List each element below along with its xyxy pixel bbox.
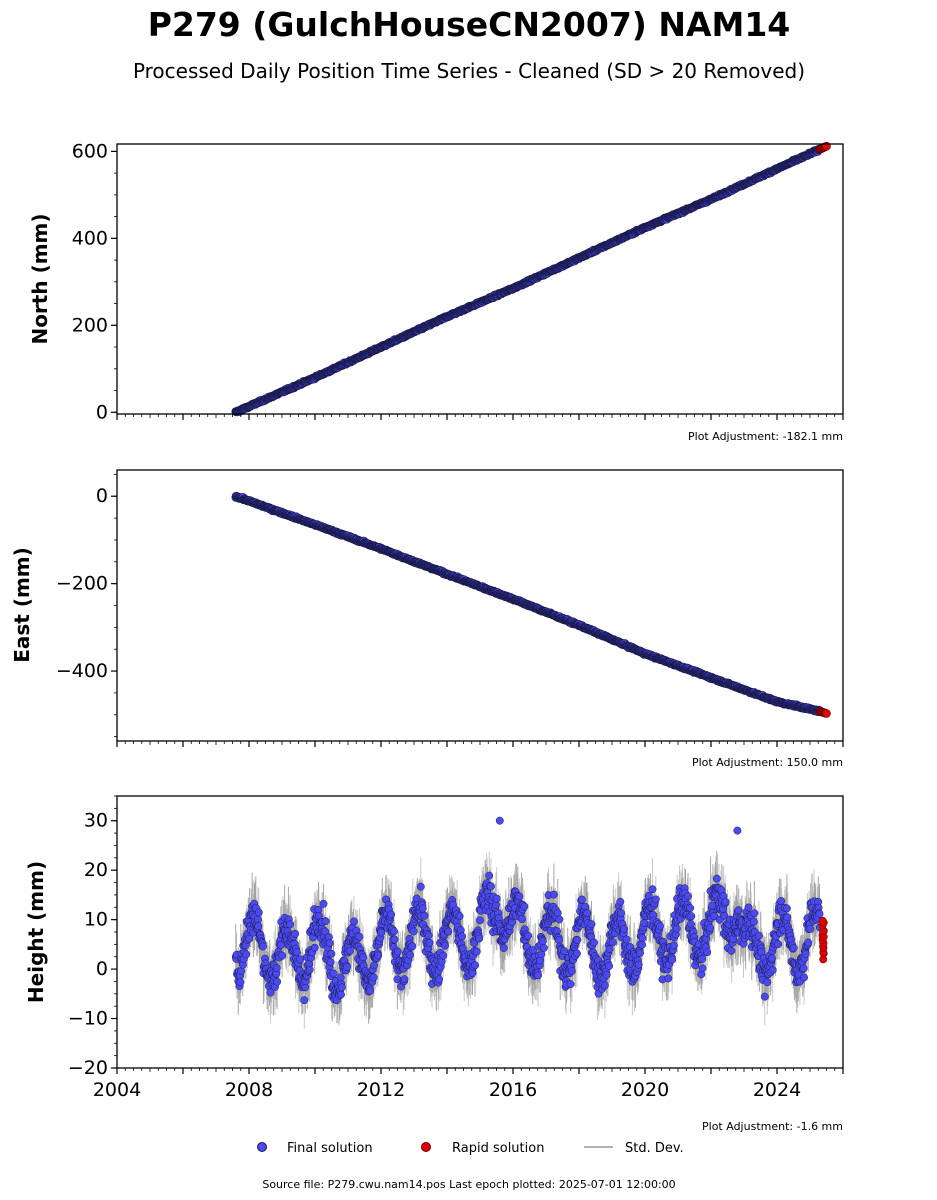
final-point (400, 975, 409, 984)
final-point (319, 899, 328, 908)
final-point (471, 961, 479, 970)
final-point (258, 942, 267, 951)
final-point (444, 927, 453, 936)
final-point (424, 931, 433, 940)
plot-adjustment: Plot Adjustment: 150.0 mm (692, 756, 843, 769)
final-point (237, 967, 246, 976)
final-point (387, 910, 396, 919)
final-point (355, 932, 364, 941)
final-point (441, 941, 449, 950)
y-tick-label: 0 (96, 401, 108, 423)
final-point (435, 975, 444, 984)
y-tick-label: 0 (96, 485, 108, 507)
final-point (520, 902, 529, 911)
final-point (325, 939, 334, 948)
final-point (524, 931, 533, 940)
final-point (393, 947, 402, 956)
panel-north: 0 200 400 600 North (mm) Plot Adjustment: -… (28, 140, 844, 443)
final-point (485, 871, 494, 880)
y-tick-label: 400 (72, 227, 108, 249)
final-point (321, 917, 330, 926)
plot-adjustment: Plot Adjustment: -182.1 mm (688, 430, 843, 443)
final-point (296, 955, 305, 964)
final-point (534, 971, 543, 980)
final-point (350, 917, 358, 926)
final-point (336, 973, 345, 982)
final-point (486, 882, 495, 891)
final-point (337, 990, 345, 999)
data-points (231, 491, 831, 718)
final-point (286, 920, 295, 929)
final-point (420, 911, 429, 920)
final-point (242, 950, 251, 959)
final-point (273, 977, 282, 986)
final-point (310, 943, 319, 952)
axis-ticks: 0 200 400 600 (72, 140, 844, 423)
final-point (499, 944, 508, 952)
panel-east: 0 −200 −400 East (mm) Plot Adjustment: 150… (10, 469, 844, 769)
final-point (253, 915, 262, 924)
final-point (359, 953, 368, 962)
final-point (405, 950, 414, 959)
y-axis-label: East (mm) (10, 547, 34, 663)
final-point (390, 935, 399, 944)
final-point (492, 894, 501, 903)
final-point (272, 963, 281, 972)
final-point (377, 928, 386, 937)
final-point (254, 908, 263, 917)
final-point (291, 929, 300, 938)
y-tick-label: 600 (72, 140, 108, 162)
final-point (538, 937, 547, 946)
final-point (418, 904, 427, 913)
data-points (231, 141, 831, 417)
final-point (366, 986, 375, 995)
final-point (254, 922, 263, 931)
final-point (458, 932, 467, 941)
final-point (326, 958, 335, 967)
final-point (515, 892, 524, 901)
final-point (408, 942, 417, 951)
plot-frame (116, 469, 844, 742)
y-tick-label: 200 (72, 314, 108, 336)
final-point (518, 915, 527, 924)
final-point (292, 948, 301, 957)
y-tick-label: −400 (56, 660, 108, 682)
final-point (345, 947, 354, 955)
chart-subtitle: Processed Daily Position Time Series - C… (133, 59, 805, 83)
final-point (425, 938, 434, 947)
axis-ticks: 0 −200 −400 (56, 473, 844, 747)
final-point (305, 965, 314, 974)
final-point (409, 927, 418, 936)
final-point (374, 951, 383, 960)
final-point (416, 882, 425, 891)
final-point (236, 978, 245, 987)
final-point (329, 969, 338, 978)
final-point (455, 912, 464, 921)
y-tick-label: −200 (56, 573, 108, 595)
final-point (278, 951, 287, 960)
y-axis-label: North (mm) (28, 213, 52, 344)
final-point (475, 934, 484, 943)
final-point (369, 973, 378, 982)
final-point (342, 963, 351, 972)
final-point (337, 983, 346, 992)
final-point (300, 996, 309, 1005)
final-point (476, 916, 484, 925)
rapid-point (822, 709, 831, 718)
final-point (327, 949, 336, 958)
final-point (390, 927, 398, 936)
data-points (231, 816, 828, 1005)
final-point (439, 951, 448, 960)
chart-title: P279 (GulchHouseCN2007) NAM14 (148, 5, 791, 44)
final-point (472, 947, 481, 956)
final-point (370, 961, 378, 970)
